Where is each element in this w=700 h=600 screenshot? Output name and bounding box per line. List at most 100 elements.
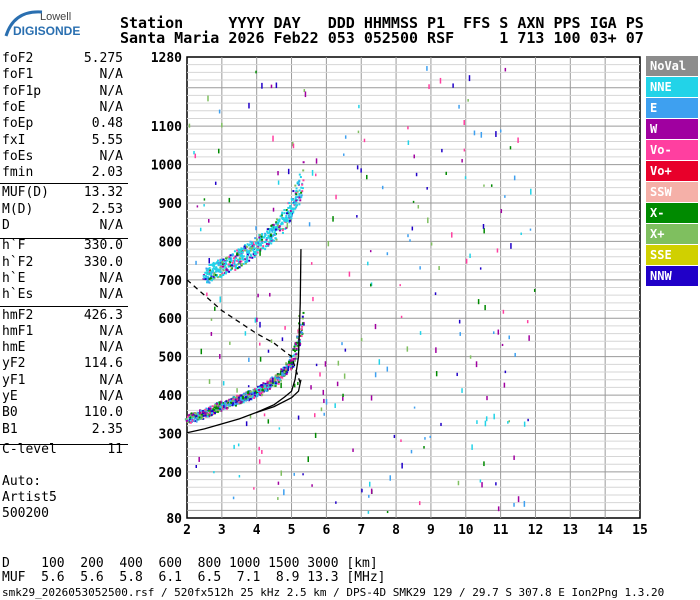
echo-point	[272, 239, 275, 242]
param-label: fxI	[2, 132, 26, 148]
noise-point	[482, 224, 485, 229]
legend-item: X+	[646, 224, 698, 244]
legend-item: SSW	[646, 182, 698, 202]
noise-point	[481, 482, 483, 488]
x-tick-label: 12	[528, 523, 544, 538]
noise-point	[259, 250, 261, 256]
noise-point	[335, 194, 337, 200]
param-label: D	[2, 218, 10, 233]
echo-point	[189, 416, 192, 419]
echo-point	[216, 408, 219, 411]
noise-point	[533, 288, 536, 292]
echo-point	[216, 276, 219, 279]
echo-point	[301, 315, 304, 318]
echo-point	[290, 358, 293, 361]
echo-point	[249, 256, 252, 259]
echo-point	[228, 255, 231, 258]
noise-point	[423, 446, 425, 449]
echo-point	[284, 227, 287, 230]
noise-point	[389, 475, 392, 481]
echo-point	[205, 276, 208, 279]
echo-point	[287, 214, 290, 217]
echo-point	[264, 387, 267, 390]
echo-point	[272, 228, 275, 231]
noise-point	[269, 292, 271, 297]
echo-point	[272, 223, 275, 226]
echo-point	[224, 263, 227, 266]
echo-point	[252, 389, 255, 392]
noise-point	[247, 385, 250, 388]
echo-point	[240, 401, 243, 404]
noise-point	[275, 82, 278, 89]
noise-point	[451, 232, 453, 238]
noise-point	[221, 122, 223, 128]
noise-point	[337, 360, 340, 366]
noise-point	[523, 421, 526, 427]
panel-separator	[0, 444, 128, 445]
echo-point	[267, 234, 270, 237]
noise-point	[311, 484, 313, 487]
echo-point	[202, 414, 205, 417]
param-label: B0	[2, 405, 18, 421]
echo-point	[273, 231, 276, 234]
noise-point	[386, 510, 389, 514]
echo-point	[234, 404, 237, 407]
echo-point	[227, 265, 230, 268]
echo-point	[274, 379, 277, 382]
noise-point	[297, 415, 300, 420]
echo-point	[212, 408, 215, 411]
echo-point	[258, 236, 261, 239]
noise-point	[439, 77, 442, 84]
noise-point	[400, 439, 402, 443]
echo-point	[273, 378, 276, 381]
echo-point	[249, 391, 252, 394]
noise-point	[378, 359, 381, 365]
noise-point	[513, 175, 516, 181]
echo-point	[269, 384, 272, 387]
echo-point	[236, 267, 239, 270]
echo-point	[221, 263, 224, 266]
echo-point	[280, 368, 283, 371]
echo-point	[263, 235, 266, 238]
echo-point	[288, 359, 291, 362]
noise-point	[479, 267, 482, 270]
echo-point	[285, 214, 288, 217]
echo-point	[219, 268, 222, 271]
echo-point	[300, 331, 303, 334]
echo-point	[242, 255, 245, 258]
echo-point	[301, 325, 304, 328]
echo-point	[206, 415, 209, 418]
echo-point	[274, 230, 277, 233]
noise-point	[229, 341, 231, 345]
echo-point	[275, 376, 278, 379]
echo-point	[239, 260, 242, 263]
noise-point	[528, 335, 530, 341]
echo-point	[236, 252, 239, 255]
noise-point	[523, 500, 526, 507]
echo-point	[247, 390, 250, 393]
echo-point	[231, 404, 234, 407]
echo-point	[202, 410, 205, 413]
echo-point	[290, 214, 293, 217]
echo-point	[266, 232, 269, 235]
echo-point	[235, 257, 238, 260]
echo-point	[278, 373, 281, 376]
echo-point	[248, 247, 251, 250]
noise-point	[503, 382, 506, 388]
echo-point	[241, 257, 244, 260]
echo-point	[220, 263, 223, 266]
echo-point	[299, 199, 302, 202]
noise-point	[196, 205, 199, 208]
echo-point	[274, 233, 277, 236]
echo-point	[270, 377, 273, 380]
param-value: N/A	[99, 218, 123, 233]
echo-point	[287, 219, 290, 222]
noise-point	[526, 320, 529, 324]
x-tick-label: 4	[253, 523, 261, 538]
echo-point	[207, 407, 210, 410]
footer-muf-row: MUF 5.6 5.6 5.8 6.1 6.5 7.1 8.9 13.3 [MH…	[2, 570, 386, 585]
echo-point	[204, 412, 207, 415]
echo-point	[244, 258, 247, 261]
noise-point	[367, 261, 369, 266]
noise-point	[208, 379, 211, 384]
